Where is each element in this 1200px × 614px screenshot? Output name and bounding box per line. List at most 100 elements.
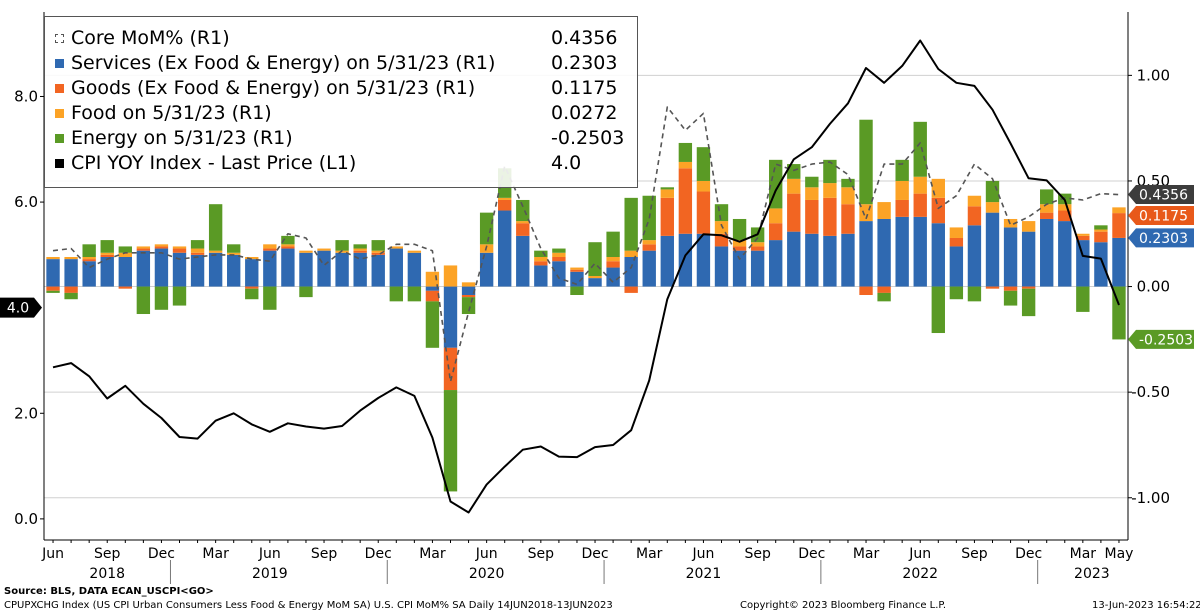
bar-segment <box>371 250 385 253</box>
bar-segment <box>877 218 891 287</box>
legend-item-cpi-yoy: CPI YOY Index - Last Price (L1) 4.0 <box>55 152 627 176</box>
x-month-label: Dec <box>581 546 608 562</box>
x-month-label: Jun <box>908 546 931 562</box>
bar-segment <box>1021 288 1036 317</box>
bar-segment <box>823 235 837 287</box>
bar-segment <box>1021 231 1036 287</box>
bar-segment <box>371 252 385 255</box>
legend-swatch <box>55 159 64 168</box>
bar-segment <box>353 250 367 253</box>
bar-segment <box>1094 229 1108 232</box>
bar-segment <box>642 250 656 287</box>
bar-segment <box>895 216 909 287</box>
bar-segment <box>479 212 494 245</box>
bar-segment <box>64 256 78 260</box>
bar-segment <box>985 212 1000 287</box>
bar-segment <box>552 252 566 257</box>
bar-segment <box>317 250 331 287</box>
bar-segment <box>371 240 385 251</box>
bar-segment <box>299 286 313 298</box>
bar-segment <box>136 250 151 287</box>
bar-segment <box>227 254 241 287</box>
source-note: Source: BLS, DATA ECAN_USCPI<GO> <box>4 586 214 597</box>
bar-segment <box>552 248 566 253</box>
bar-segment <box>227 244 241 253</box>
bar-segment <box>967 206 982 226</box>
bar-segment <box>82 261 96 287</box>
bar-segment <box>1112 237 1126 287</box>
bar-segment <box>335 252 349 287</box>
bar-segment <box>895 180 909 200</box>
legend-item-food: Food on 5/31/23 (R1) 0.0272 <box>55 102 627 126</box>
lines <box>52 39 1120 514</box>
bar-segment <box>461 282 476 287</box>
bar-segment <box>985 286 1000 289</box>
bar-segment <box>895 199 909 217</box>
bar-segment <box>516 235 530 287</box>
bar-segment <box>498 197 512 200</box>
bar-segment <box>967 225 982 287</box>
bar-segment <box>353 244 367 249</box>
bar-segment <box>985 180 1000 203</box>
left-tick-label: 0.0 <box>14 510 38 528</box>
x-month-label: Sep <box>311 546 338 562</box>
bar-segment <box>967 286 982 302</box>
legend-swatch <box>55 134 64 143</box>
legend-value: 0.1175 <box>551 77 618 99</box>
bar-segment <box>660 235 674 287</box>
right-last-value-marker <box>1128 185 1194 205</box>
bar-segment <box>859 221 873 287</box>
bar-segment <box>570 269 584 272</box>
bar-segment <box>46 286 60 291</box>
x-month-label: Jun <box>41 546 64 562</box>
bar-segment <box>1076 233 1090 236</box>
bar-segment <box>1021 286 1036 289</box>
bar-segment <box>624 197 638 251</box>
x-month-label: Jun <box>258 546 281 562</box>
bar-segment <box>769 208 783 224</box>
bar-segment <box>64 259 78 287</box>
bar-segment <box>714 221 729 234</box>
bar-segment <box>660 189 674 198</box>
right-last-value-marker <box>1128 329 1194 349</box>
bar-segment <box>317 248 331 251</box>
bar-segment <box>190 248 205 253</box>
bar-segment <box>118 252 132 257</box>
bar-segment <box>64 292 78 300</box>
bar-segment <box>1112 213 1126 238</box>
x-month-label: Dec <box>148 546 175 562</box>
legend-item-core: Core MoM% (R1) 0.4356 <box>55 27 627 51</box>
bar-segment <box>281 244 295 247</box>
bar-segment <box>1003 290 1018 306</box>
bar-segment <box>353 252 367 287</box>
bar-segment <box>100 252 114 255</box>
x-year-label: 2023 <box>1074 566 1110 582</box>
bar-segment <box>443 347 458 391</box>
bar-segment <box>46 256 60 260</box>
bar-segment <box>245 288 259 300</box>
bar-segment <box>805 199 819 234</box>
bar-segment <box>118 286 132 289</box>
bar-segment <box>443 265 458 287</box>
bar-segment <box>118 246 132 253</box>
bar-segment <box>154 248 169 287</box>
timestamp: 13-Jun-2023 16:54:22 <box>1092 600 1200 611</box>
bar-segment <box>949 246 964 287</box>
right-tick-label: -0.50 <box>1131 383 1170 401</box>
bar-segment <box>660 187 674 190</box>
legend-value: 0.4356 <box>551 27 618 49</box>
bar-segment <box>696 147 711 181</box>
bar-segment <box>461 286 476 296</box>
bar-segment <box>805 233 819 287</box>
bar-segment <box>877 292 891 302</box>
bar-segment <box>949 237 964 247</box>
x-month-label: Mar <box>636 546 663 562</box>
x-month-label: Mar <box>419 546 446 562</box>
bar-segment <box>859 286 873 296</box>
legend-label: Services (Ex Food & Energy) on 5/31/23 (… <box>71 52 496 74</box>
bar-segment <box>1058 210 1072 222</box>
legend-swatch <box>55 84 64 93</box>
bar-segment <box>931 286 945 334</box>
